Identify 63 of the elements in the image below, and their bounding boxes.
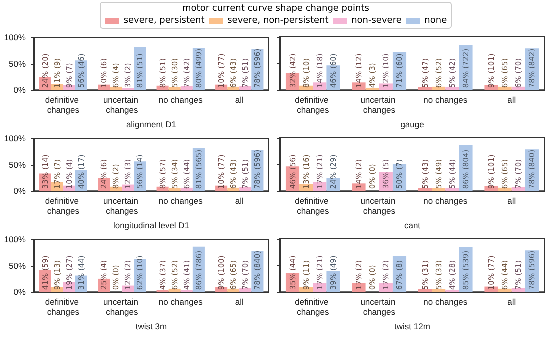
y-tick-label: 0% xyxy=(14,85,26,96)
bar xyxy=(366,88,380,90)
x-tick-label: uncertain changes xyxy=(103,297,141,318)
x-tick-label: uncertain changes xyxy=(360,196,398,216)
x-tick-label: uncertain changes xyxy=(360,95,398,116)
y-tick-label: 100% xyxy=(4,234,26,244)
legend-title: motor current curve shape change points xyxy=(182,4,370,14)
x-tick-label: uncertain changes xyxy=(360,297,398,318)
bar xyxy=(418,188,432,192)
x-axis-title: gauge xyxy=(400,120,425,130)
bar xyxy=(180,86,193,90)
x-tick-label: no changes xyxy=(424,196,468,206)
x-tick-label: all xyxy=(235,95,244,106)
y-tick-label: 0% xyxy=(14,287,26,298)
y-tick-label: 50% xyxy=(8,160,26,170)
x-axis-title: alignment D1 xyxy=(126,120,177,130)
y-tick-label: 50% xyxy=(8,260,26,271)
x-tick-label: uncertain changes xyxy=(103,196,141,216)
y-tick-label: 0% xyxy=(14,186,26,196)
bar xyxy=(446,188,460,192)
x-tick-label: definitive changes xyxy=(295,95,332,116)
bar xyxy=(418,87,432,90)
legend-label: severe, non-persistent xyxy=(228,16,329,26)
bar xyxy=(446,290,460,292)
legend-label: none xyxy=(424,16,448,26)
x-tick-label: definitive changes xyxy=(295,297,332,318)
y-tick-label: 50% xyxy=(8,58,26,69)
x-tick-label: no changes xyxy=(424,297,468,308)
bar xyxy=(432,289,446,292)
bar xyxy=(180,290,193,292)
bar xyxy=(240,187,252,192)
x-tick-label: definitive changes xyxy=(45,196,82,216)
x-tick-label: all xyxy=(508,297,516,308)
x-tick-label: no changes xyxy=(158,95,203,106)
bar xyxy=(168,188,181,192)
x-tick-label: definitive changes xyxy=(45,95,82,116)
y-tick-label: 100% xyxy=(4,134,26,144)
bar xyxy=(512,187,526,192)
x-tick-label: uncertain changes xyxy=(103,95,141,116)
x-tick-label: no changes xyxy=(158,297,203,308)
y-tick-label: 100% xyxy=(4,32,26,42)
x-tick-label: all xyxy=(235,196,244,206)
x-axis-title: twist 12m xyxy=(394,322,430,332)
bar xyxy=(432,188,446,192)
legend-label: non-severe xyxy=(352,16,402,26)
bar xyxy=(446,87,460,90)
bar xyxy=(156,290,169,292)
x-tick-label: all xyxy=(235,297,244,308)
legend-label: severe, persistent xyxy=(124,16,205,26)
x-tick-label: no changes xyxy=(158,196,203,206)
x-tick-label: all xyxy=(508,95,516,106)
x-tick-label: all xyxy=(508,196,516,206)
bar xyxy=(512,288,526,292)
bar xyxy=(168,87,181,90)
bar xyxy=(240,288,252,292)
x-tick-label: definitive changes xyxy=(45,297,82,318)
x-tick-label: no changes xyxy=(424,95,468,106)
x-axis-title: twist 3m xyxy=(136,322,168,332)
bar xyxy=(418,289,432,292)
bar xyxy=(240,86,252,90)
x-axis-title: cant xyxy=(404,220,422,230)
x-tick-label: definitive changes xyxy=(295,196,332,216)
x-axis-title: longitudinal level D1 xyxy=(113,220,190,230)
